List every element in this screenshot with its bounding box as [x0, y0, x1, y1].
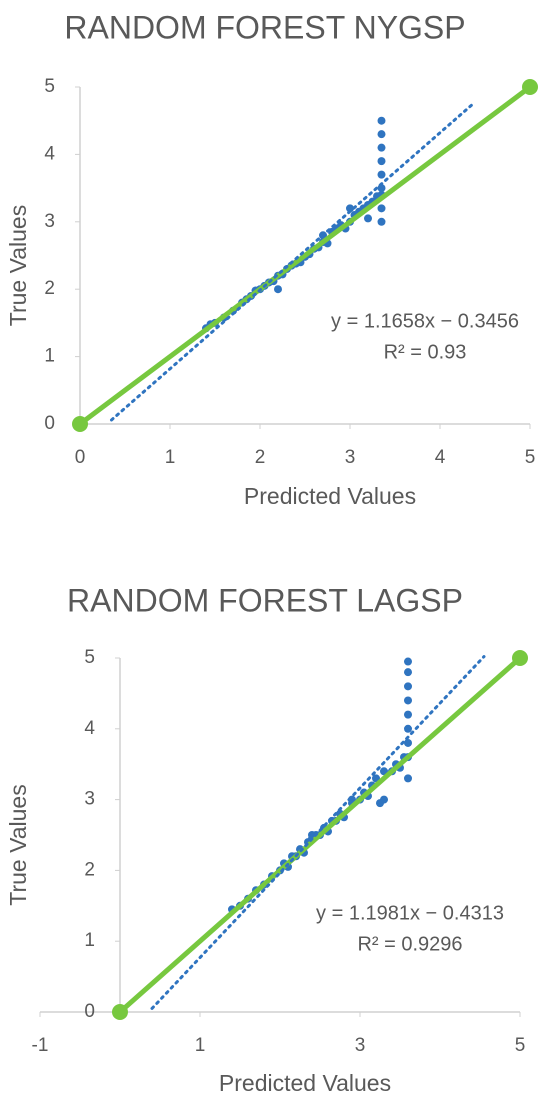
y-axis-label: True Values	[5, 784, 31, 905]
point	[404, 657, 412, 666]
chart-title: RANDOM FOREST LAGSP	[67, 582, 463, 618]
x-tick-label: 3	[345, 447, 356, 468]
point	[377, 116, 386, 125]
annotation: R² = 0.93	[384, 341, 467, 363]
y-tick-label: 1	[44, 346, 55, 367]
y-tick-label: 2	[44, 278, 55, 299]
x-tick-label: 3	[355, 1035, 366, 1056]
x-tick-label: 4	[435, 447, 446, 468]
x-axis-label: Predicted Values	[219, 1070, 391, 1096]
x-tick-label: 2	[255, 447, 266, 468]
trendline	[110, 103, 473, 422]
point	[404, 696, 412, 705]
y-tick-label: 0	[84, 1001, 95, 1022]
x-tick-label: 5	[525, 447, 536, 468]
line-marker	[512, 650, 528, 666]
point	[377, 204, 386, 213]
point	[404, 710, 412, 719]
point	[364, 214, 372, 223]
point	[377, 130, 386, 139]
y-tick-label: 5	[44, 76, 55, 97]
y-tick-label: 4	[44, 143, 55, 164]
point	[376, 799, 384, 808]
point	[404, 682, 412, 691]
line-marker	[112, 1004, 128, 1020]
annotation: R² = 0.9296	[357, 933, 462, 955]
line-marker	[72, 416, 88, 432]
point	[377, 217, 386, 226]
reference-line	[78, 84, 532, 427]
y-tick-label: 2	[84, 859, 95, 880]
point	[346, 204, 354, 213]
y-tick-label: 5	[84, 647, 95, 668]
point	[404, 774, 412, 783]
y-tick-label: 0	[44, 413, 55, 434]
line-marker	[522, 79, 538, 95]
y-tick-label: 3	[84, 789, 95, 810]
x-tick-label: 5	[515, 1035, 526, 1056]
x-tick-label: 1	[165, 447, 176, 468]
x-tick-label: -1	[32, 1035, 49, 1056]
y-axis-label: True Values	[5, 205, 31, 326]
point	[404, 724, 412, 733]
y-tick-label: 3	[44, 211, 55, 232]
point	[377, 170, 386, 179]
point	[377, 157, 386, 166]
y-tick-label: 1	[84, 930, 95, 951]
x-axis-label: Predicted Values	[244, 483, 416, 509]
x-tick-label: 1	[195, 1035, 206, 1056]
point	[377, 143, 386, 152]
point	[404, 668, 412, 677]
annotation: y = 1.1981x − 0.4313	[316, 902, 504, 924]
chart-title: RANDOM FOREST NYGSP	[64, 9, 465, 45]
annotation: y = 1.1658x − 0.3456	[331, 310, 519, 332]
x-tick-label: 0	[75, 447, 86, 468]
point	[274, 285, 282, 294]
point	[404, 738, 412, 747]
y-tick-label: 4	[84, 718, 95, 739]
reference-line	[118, 656, 522, 1014]
